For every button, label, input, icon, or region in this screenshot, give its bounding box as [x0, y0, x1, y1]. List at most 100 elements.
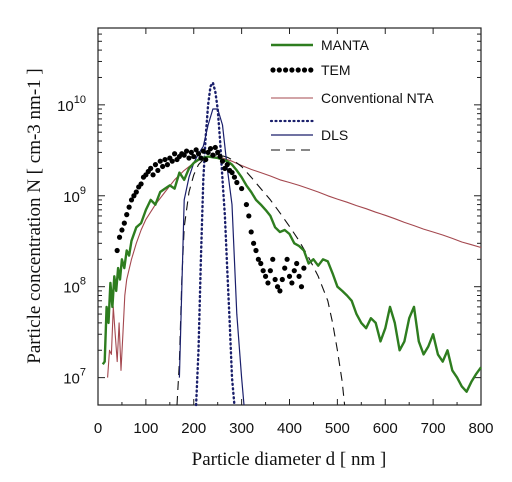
x-tick-label: 100 — [133, 420, 158, 437]
axis-ticks: 0 100 200 300 400 500 600 700 800 107 108 109 1010 — [57, 28, 494, 437]
tem-point — [205, 149, 211, 155]
series-manta-line — [101, 155, 482, 393]
tem-point — [239, 185, 245, 192]
legend-swatch-dot — [308, 67, 314, 73]
tem-point — [231, 174, 238, 180]
tem-point — [195, 151, 202, 157]
tem-point — [217, 153, 223, 160]
legend-label: Conventional NTA — [321, 90, 434, 106]
tem-point — [291, 268, 297, 274]
series-dls-line — [178, 108, 245, 406]
x-tick-label: 400 — [277, 420, 302, 437]
x-tick-label: 800 — [468, 420, 493, 437]
tem-point — [160, 163, 166, 170]
tem-point — [267, 268, 273, 274]
tem-point — [207, 146, 214, 152]
tem-point — [282, 265, 288, 271]
y-axis-title: Particle concentration N [ cm-3 nm-1 ] — [24, 68, 45, 363]
legend-swatch-dot — [289, 67, 295, 73]
tem-point — [157, 158, 163, 164]
tem-point — [138, 181, 144, 187]
tem-point — [193, 147, 199, 153]
x-tick-label: 700 — [421, 420, 446, 437]
tem-point — [250, 240, 257, 246]
tem-point — [133, 189, 139, 195]
legend-swatch-dot — [283, 67, 289, 73]
legend-swatch-dot — [276, 67, 282, 73]
tem-point — [265, 280, 271, 286]
tem-point — [277, 288, 283, 294]
tem-point — [210, 152, 216, 158]
tem-point — [152, 162, 159, 168]
tem-point — [183, 148, 190, 154]
tem-point — [126, 204, 132, 210]
tem-point — [248, 229, 254, 235]
legend-swatch-dot — [270, 67, 276, 73]
legend-swatch-dot — [295, 67, 301, 73]
tem-point — [212, 144, 218, 151]
tem-point — [294, 260, 300, 267]
tem-point — [272, 276, 278, 283]
series-dls-dashed-line — [176, 154, 346, 406]
series-layer — [101, 81, 482, 407]
x-tick-label: 0 — [94, 420, 102, 437]
tem-point — [114, 247, 120, 254]
tem-point — [289, 280, 295, 286]
series-conventional-nta-line — [107, 155, 482, 378]
tem-point — [301, 265, 307, 271]
x-axis-title: Particle diameter d [ nm ] — [192, 449, 387, 470]
tem-point — [181, 152, 187, 158]
tem-point — [119, 227, 125, 233]
legend-swatch-dot — [301, 67, 308, 73]
tem-point — [274, 284, 281, 290]
legend-label: MANTA — [321, 37, 370, 53]
y-tick-label: 109 — [63, 185, 86, 206]
tem-point — [279, 276, 285, 283]
tem-point — [150, 172, 156, 178]
tem-point — [203, 156, 209, 163]
tem-point — [164, 162, 171, 168]
y-tick-label: 108 — [63, 276, 86, 297]
y-tick-label: 1010 — [57, 94, 86, 115]
x-tick-label: 600 — [373, 420, 398, 437]
tem-point — [215, 149, 221, 155]
tem-point — [243, 201, 250, 208]
tem-point — [198, 155, 204, 161]
tem-point — [253, 247, 259, 254]
plot-frame — [97, 27, 482, 406]
tem-point — [224, 162, 230, 168]
tem-point — [284, 256, 290, 262]
y-tick-label: 107 — [63, 367, 86, 388]
tem-point — [219, 158, 226, 164]
tem-point — [188, 149, 194, 155]
tem-point — [262, 273, 269, 279]
tem-point — [296, 273, 302, 279]
tem-point — [121, 220, 127, 226]
tem-point — [155, 167, 161, 174]
tem-point — [222, 165, 228, 171]
tem-point — [246, 213, 252, 219]
x-tick-label: 500 — [325, 420, 350, 437]
legend: MANTA TEM Conventional NTA DLS — [269, 37, 434, 151]
tem-point — [131, 193, 137, 199]
tem-point — [286, 273, 293, 279]
tem-point — [169, 158, 175, 164]
legend-label: DLS — [321, 127, 348, 143]
tem-point — [124, 212, 130, 218]
tem-point — [191, 153, 197, 160]
tem-point — [200, 148, 206, 154]
tem-point — [186, 155, 192, 161]
tem-point — [234, 179, 240, 186]
tem-point — [162, 156, 168, 163]
tem-point — [258, 260, 264, 267]
tem-point — [128, 197, 135, 203]
tem-point — [116, 234, 123, 240]
tem-point — [255, 256, 261, 262]
x-tick-label: 300 — [229, 420, 254, 437]
series-dls-dotted-line — [194, 81, 236, 407]
tem-point — [298, 284, 305, 290]
x-tick-label: 200 — [181, 420, 206, 437]
tem-point — [229, 169, 235, 176]
legend-label: TEM — [321, 62, 351, 78]
